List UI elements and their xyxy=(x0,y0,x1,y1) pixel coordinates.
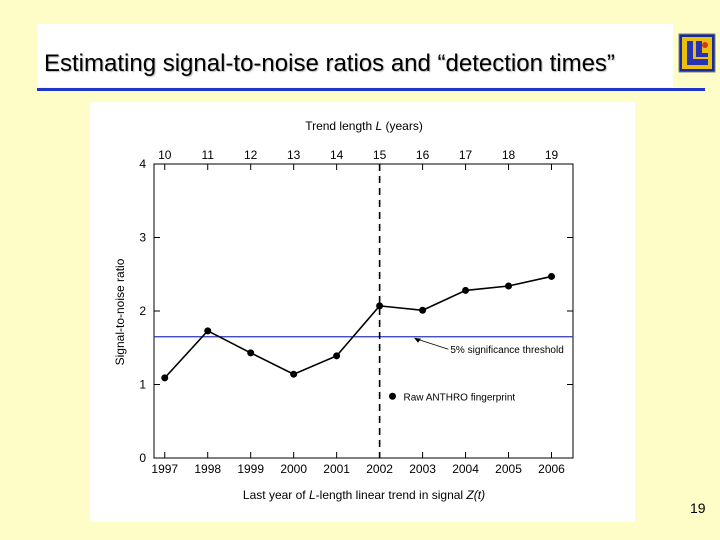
data-point xyxy=(505,282,513,290)
llnl-logo-icon xyxy=(678,33,716,73)
threshold-annotation-arrowhead xyxy=(413,337,421,343)
x-tick-label: 1997 xyxy=(151,462,178,476)
top-axis-tick-label: 15 xyxy=(373,148,387,162)
top-axis-title: Trend length L (years) xyxy=(305,119,423,133)
plot-frame xyxy=(153,163,574,459)
legend-marker xyxy=(389,392,397,400)
threshold-label: 5% significance threshold xyxy=(450,345,563,356)
x-tick-label: 1999 xyxy=(237,462,264,476)
top-axis-tick-label: 12 xyxy=(244,148,258,162)
data-point xyxy=(204,327,212,335)
y-tick-label: 1 xyxy=(139,378,146,392)
data-point xyxy=(247,349,255,357)
y-tick-label: 4 xyxy=(139,157,146,171)
top-axis-tick-label: 19 xyxy=(545,148,559,162)
x-tick-label: 2006 xyxy=(538,462,565,476)
top-axis-tick-label: 10 xyxy=(158,148,172,162)
x-tick-label: 2003 xyxy=(409,462,436,476)
top-axis-tick-label: 16 xyxy=(416,148,430,162)
top-axis-tick-label: 11 xyxy=(201,148,214,162)
y-axis-label: Signal-to-noise ratio xyxy=(113,258,127,365)
x-tick-label: 2005 xyxy=(495,462,522,476)
series-line xyxy=(164,275,552,379)
chart-marks: 5% significance threshold Raw ANTHRO fing… xyxy=(154,164,573,458)
x-tick-label: 2004 xyxy=(452,462,479,476)
y-tick-label: 2 xyxy=(139,304,146,318)
data-point xyxy=(290,370,298,378)
x-tick-label: 2002 xyxy=(366,462,393,476)
data-point xyxy=(376,302,384,310)
chart-panel: Trend length L (years) Last year of L-le… xyxy=(90,102,635,522)
x-axis-label: Last year of L-length linear trend in si… xyxy=(243,488,485,502)
data-point xyxy=(419,306,427,314)
threshold-annotation-arrow xyxy=(415,338,449,350)
x-tick-label: 1998 xyxy=(194,462,221,476)
data-point xyxy=(548,272,556,280)
data-point xyxy=(333,352,341,360)
x-tick-label: 2001 xyxy=(323,462,350,476)
data-point xyxy=(161,374,169,382)
slide-title: Estimating signal-to-noise ratios and “d… xyxy=(44,50,615,77)
page-number: 19 xyxy=(690,500,706,516)
y-tick-label: 0 xyxy=(139,451,146,465)
chart-svg: Trend length L (years) Last year of L-le… xyxy=(113,119,574,502)
x-tick-label: 2000 xyxy=(280,462,307,476)
top-axis-tick-label: 13 xyxy=(287,148,301,162)
top-axis-tick-label: 18 xyxy=(502,148,516,162)
title-rule xyxy=(37,88,705,91)
top-axis-tick-label: 17 xyxy=(459,148,473,162)
legend-label: Raw ANTHRO fingerprint xyxy=(404,392,516,403)
y-tick-label: 3 xyxy=(139,231,146,245)
axis-ticks: 0123419971019981119991220001320011420021… xyxy=(139,148,573,476)
title-box xyxy=(37,24,673,87)
top-axis-tick-label: 14 xyxy=(330,148,344,162)
data-point xyxy=(462,286,470,294)
